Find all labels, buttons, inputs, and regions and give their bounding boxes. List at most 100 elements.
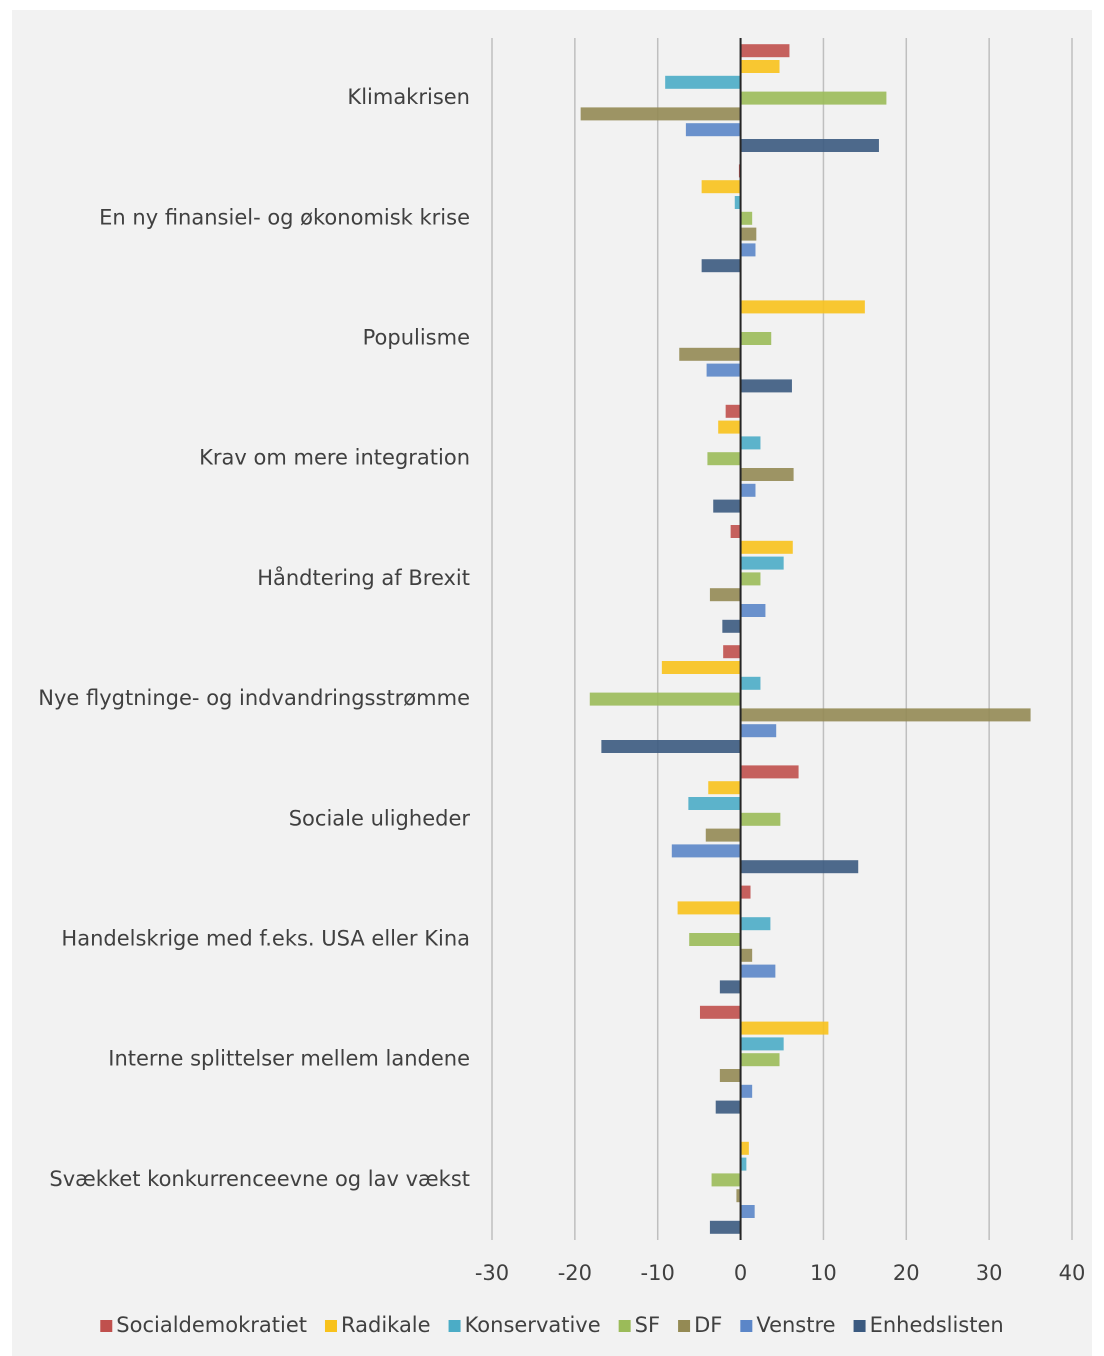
- y-tick-label: En ny finansiel- og økonomisk krise: [99, 205, 470, 229]
- legend-label: Radikale: [341, 1313, 431, 1337]
- bar: [701, 180, 741, 194]
- bar: [671, 844, 741, 858]
- bar: [740, 676, 761, 690]
- legend-swatch: [448, 1320, 461, 1332]
- bar: [740, 556, 784, 570]
- bar: [677, 901, 741, 915]
- bar: [740, 812, 781, 826]
- legend-label: Enhedslisten: [870, 1313, 1004, 1337]
- bar: [740, 1037, 784, 1051]
- bar: [740, 468, 794, 481]
- bar: [709, 588, 741, 602]
- bar: [740, 1084, 753, 1098]
- bar: [679, 347, 741, 361]
- legend-swatch: [678, 1320, 691, 1332]
- bar: [730, 525, 741, 538]
- bar: [740, 1141, 749, 1155]
- bar: [740, 1053, 780, 1067]
- bar: [705, 828, 741, 842]
- bar: [740, 708, 1031, 722]
- y-tick-label: Klimakrisen: [347, 85, 470, 109]
- bar: [740, 724, 777, 738]
- bar: [740, 917, 771, 931]
- chart-background: [12, 10, 1092, 1356]
- bar: [709, 1220, 741, 1234]
- x-tick-label: 0: [734, 1261, 747, 1285]
- legend-swatch: [324, 1320, 337, 1332]
- x-tick-label: 30: [976, 1261, 1003, 1285]
- bar: [725, 404, 741, 418]
- bar: [740, 572, 761, 586]
- bar: [740, 60, 780, 73]
- bar: [711, 1173, 741, 1187]
- bar: [708, 781, 741, 795]
- bar: [740, 765, 799, 779]
- bar: [740, 964, 776, 978]
- legend-label: Socialdemokratiet: [116, 1313, 307, 1337]
- bar: [661, 661, 741, 674]
- bar: [740, 860, 859, 874]
- x-tick-label: -30: [475, 1261, 509, 1285]
- bar: [740, 885, 751, 899]
- bar: [740, 540, 793, 554]
- bar: [736, 1189, 741, 1203]
- bar: [665, 75, 741, 89]
- bar: [740, 91, 887, 105]
- legend-label: Venstre: [756, 1313, 835, 1337]
- bar: [707, 452, 741, 466]
- legend-label: SF: [635, 1313, 660, 1337]
- y-tick-label: Sociale uligheder: [289, 806, 471, 830]
- bar: [740, 604, 766, 617]
- legend-swatch: [740, 1320, 753, 1332]
- bar: [715, 1100, 741, 1114]
- bar: [740, 436, 761, 450]
- y-tick-label: Handelskrige med f.eks. USA eller Kina: [61, 927, 470, 951]
- bar: [740, 948, 753, 962]
- bar: [580, 107, 741, 121]
- bar: [688, 797, 741, 810]
- bar: [740, 139, 879, 152]
- bar: [718, 420, 741, 434]
- y-tick-label: Nye flygtninge- og indvandringsstrømme: [38, 686, 470, 710]
- x-tick-label: 40: [1059, 1261, 1086, 1285]
- bar: [740, 227, 757, 241]
- x-tick-label: -10: [641, 1261, 675, 1285]
- bar: [740, 1205, 755, 1218]
- y-tick-label: Håndtering af Brexit: [257, 565, 470, 590]
- bar: [740, 1021, 829, 1035]
- bar: [722, 619, 741, 633]
- bar: [685, 123, 741, 137]
- bar: [740, 300, 865, 314]
- bar: [601, 740, 741, 753]
- bar: [689, 933, 741, 946]
- bar: [706, 363, 741, 377]
- x-tick-label: 20: [893, 1261, 920, 1285]
- bar: [740, 243, 756, 257]
- y-tick-label: Populisme: [363, 326, 470, 350]
- legend-swatch: [618, 1320, 631, 1332]
- bar: [740, 1157, 747, 1171]
- bar: [701, 259, 741, 273]
- x-tick-label: 10: [810, 1261, 837, 1285]
- bar: [723, 645, 741, 659]
- legend-label: DF: [694, 1313, 722, 1337]
- bar: [740, 483, 756, 497]
- x-tick-label: -20: [558, 1261, 592, 1285]
- y-tick-label: Krav om mere integration: [199, 446, 470, 470]
- bar: [740, 379, 792, 393]
- bar: [699, 1005, 741, 1019]
- bar: [719, 980, 741, 994]
- bar: [719, 1069, 741, 1082]
- legend-swatch: [100, 1320, 113, 1332]
- y-tick-label: Interne splittelser mellem landene: [108, 1047, 470, 1071]
- bar: [740, 211, 753, 225]
- bar: [740, 44, 790, 58]
- bar: [740, 332, 772, 345]
- bar: [589, 692, 741, 706]
- bar: [734, 196, 741, 209]
- bar: [713, 499, 741, 513]
- legend-swatch: [853, 1320, 866, 1332]
- legend-label: Konservative: [465, 1313, 601, 1337]
- y-tick-label: Svækket konkurrenceevne og lav vækst: [49, 1167, 470, 1191]
